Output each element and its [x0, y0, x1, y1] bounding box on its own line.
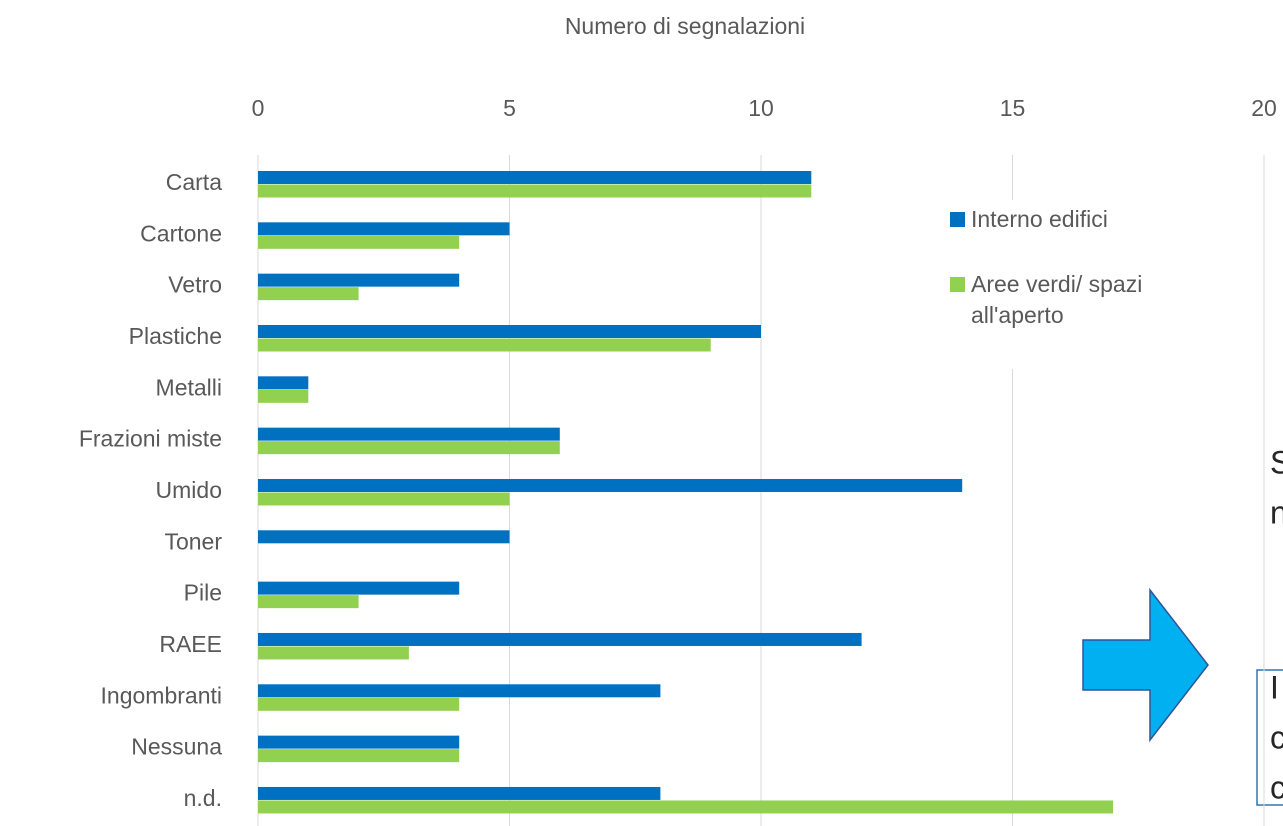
- bar: [258, 632, 862, 646]
- y-tick-label: Nessuna: [131, 734, 222, 760]
- x-tick-label: 15: [1000, 95, 1026, 121]
- annotation: c: [1270, 719, 1283, 755]
- bar: [258, 338, 711, 352]
- legend-label: Aree verdi/ spazi all'aperto: [971, 271, 1143, 328]
- bar: [258, 171, 812, 184]
- bar: [258, 595, 359, 609]
- y-tick-label: RAEE: [159, 631, 222, 657]
- annotation: c: [1270, 769, 1283, 805]
- y-tick-label: Umido: [156, 477, 222, 503]
- bar: [258, 684, 661, 698]
- bar: [258, 235, 460, 249]
- text-box: [1256, 669, 1283, 806]
- bar: [258, 530, 510, 544]
- x-tick-label: 5: [503, 95, 516, 121]
- y-tick-label: Ingombranti: [101, 682, 222, 708]
- axis-title: Numero di segnalazioni: [565, 13, 805, 39]
- y-tick-label: n.d.: [184, 785, 222, 811]
- bar: [258, 324, 761, 338]
- bar: [258, 646, 409, 660]
- y-tick-label: Metalli: [156, 374, 222, 400]
- x-tick-label: 10: [748, 95, 774, 121]
- y-tick-label: Carta: [166, 169, 222, 195]
- bar: [258, 492, 510, 506]
- x-tick-label: 20: [1251, 95, 1277, 121]
- legend-swatch: [950, 212, 965, 227]
- annotation: n: [1270, 494, 1283, 530]
- y-tick-label: Toner: [164, 528, 222, 554]
- bar: [258, 478, 963, 492]
- y-tick-label: Cartone: [140, 220, 222, 246]
- legend-item: Interno edifici: [950, 204, 1250, 235]
- bar: [258, 273, 460, 287]
- bar: [258, 376, 309, 390]
- legend-swatch: [950, 277, 965, 292]
- bar: [258, 786, 661, 800]
- y-tick-label: Frazioni miste: [79, 426, 222, 452]
- legend: Interno edifici Aree verdi/ spazi all'ape…: [950, 200, 1250, 369]
- bar: [258, 697, 460, 711]
- annotation: I: [1270, 669, 1279, 705]
- bar: [258, 749, 460, 763]
- bar: [258, 287, 359, 301]
- legend-item: Aree verdi/ spazi all'aperto: [950, 269, 1250, 331]
- arrow: [1082, 587, 1209, 743]
- legend-label: Interno edifici: [971, 206, 1108, 232]
- bar: [258, 800, 1114, 814]
- bar: [258, 581, 460, 595]
- bar: [258, 389, 309, 403]
- y-tick-label: Pile: [184, 580, 222, 606]
- bar: [258, 222, 510, 236]
- y-tick-label: Vetro: [168, 272, 222, 298]
- bar: [258, 427, 560, 441]
- annotation: S: [1270, 444, 1283, 480]
- bar: [258, 184, 812, 198]
- bar: [258, 735, 460, 749]
- bar: [258, 441, 560, 455]
- y-tick-label: Plastiche: [129, 323, 222, 349]
- x-tick-label: 0: [252, 95, 265, 121]
